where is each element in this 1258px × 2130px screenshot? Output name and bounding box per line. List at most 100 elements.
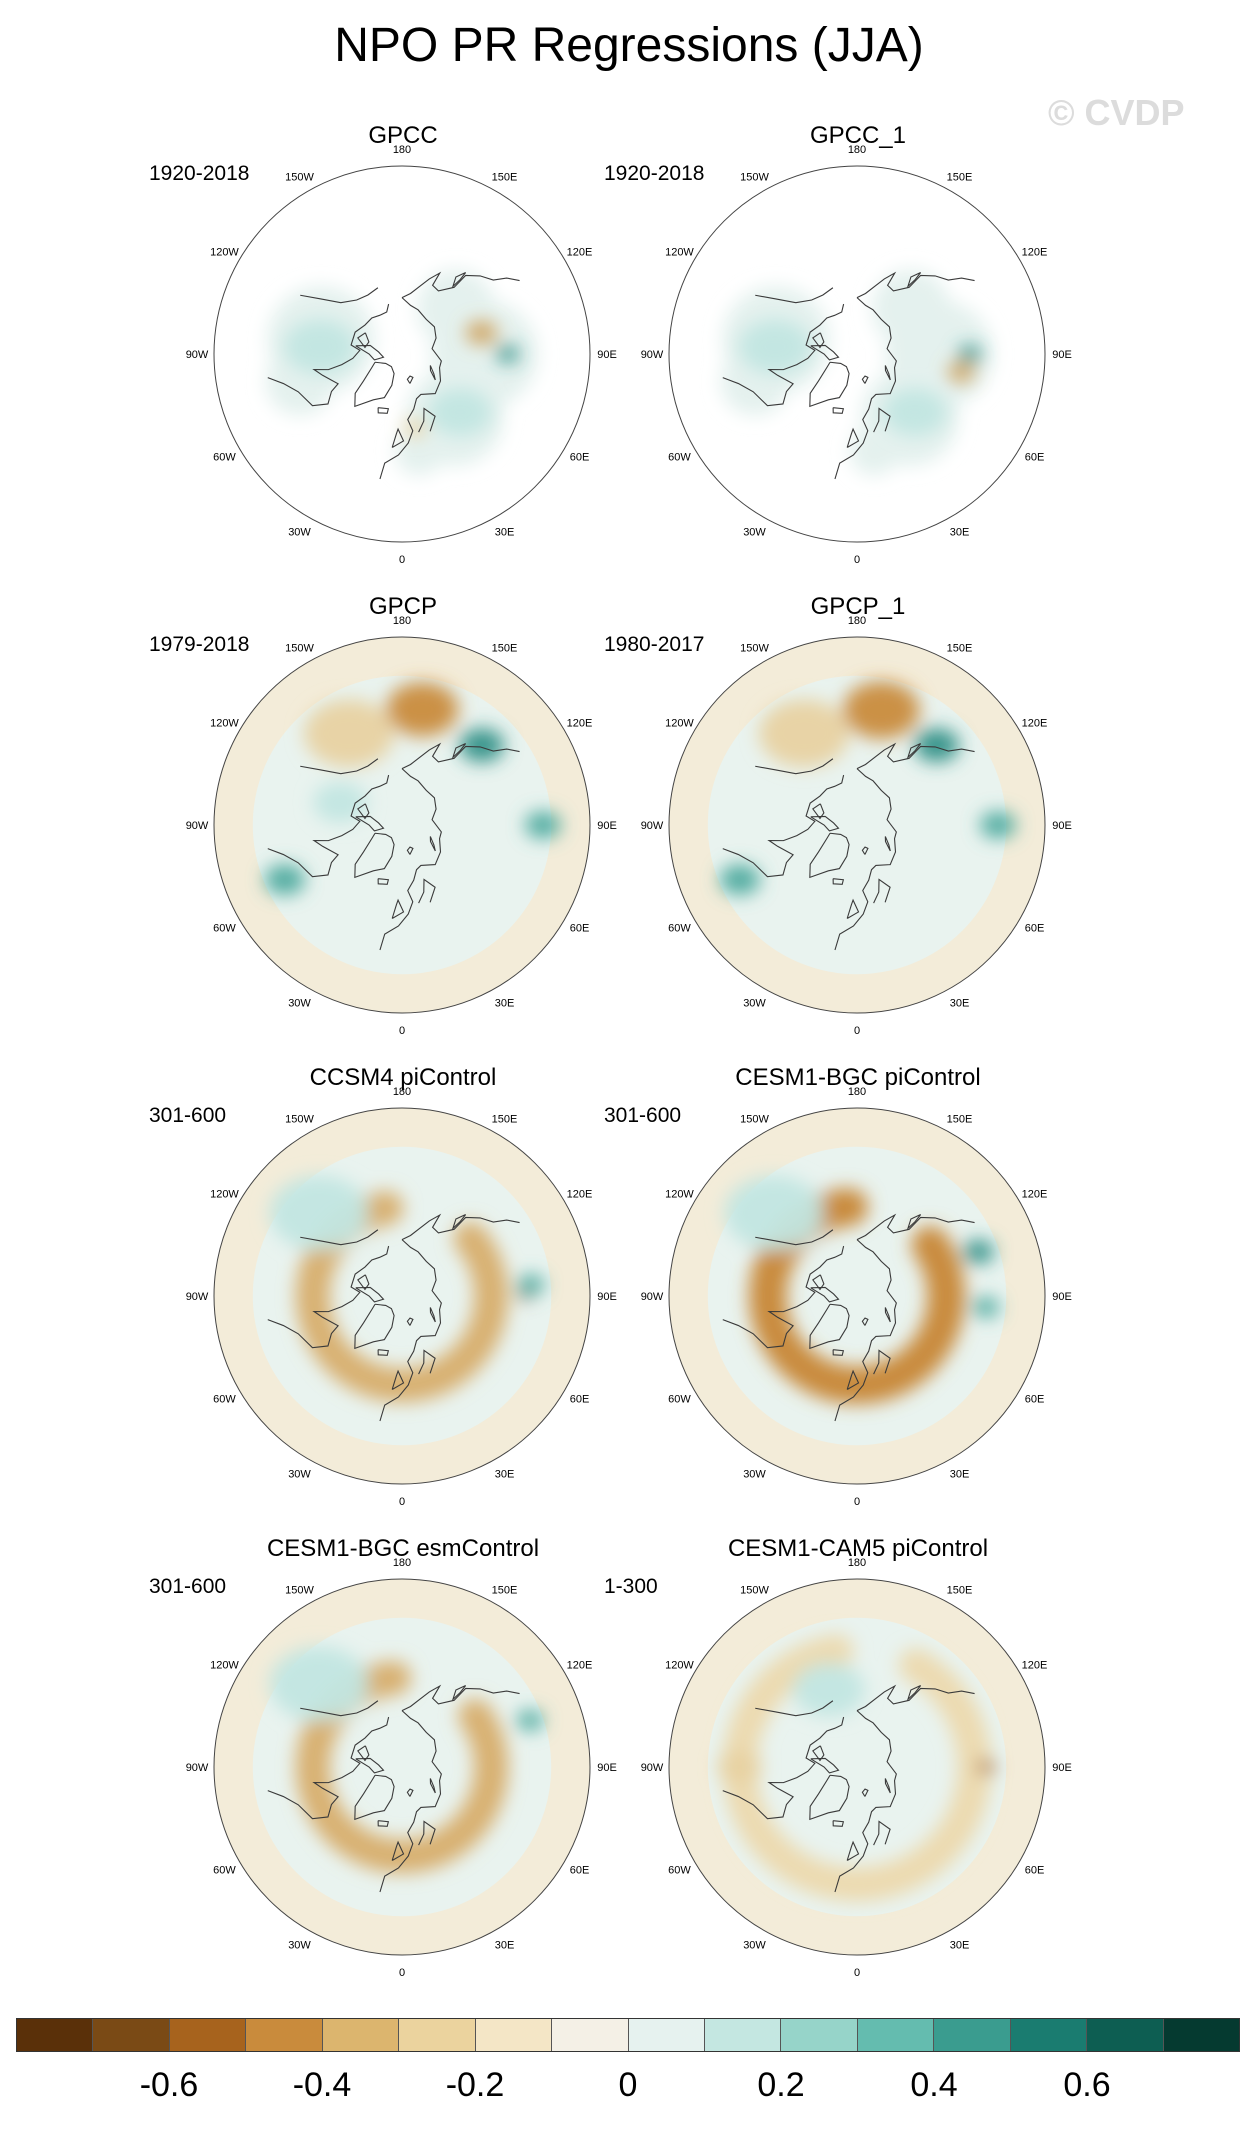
map-disc xyxy=(214,166,590,542)
coastline xyxy=(809,832,850,879)
coastline xyxy=(832,1820,845,1827)
longitude-label: 180 xyxy=(848,1086,866,1098)
longitude-label: 120W xyxy=(210,1660,239,1672)
longitude-label: 30E xyxy=(495,998,515,1010)
longitude-label: 120W xyxy=(210,247,239,259)
longitude-label: 180 xyxy=(848,144,866,156)
coastline xyxy=(267,1245,390,1349)
colorbar-label: 0.6 xyxy=(1063,2066,1111,2104)
longitude-label: 60E xyxy=(1025,1865,1045,1877)
anomaly-blob xyxy=(524,811,562,839)
coastline xyxy=(884,365,891,381)
coastline xyxy=(300,287,379,304)
coastline xyxy=(357,803,370,820)
longitude-label: 150W xyxy=(285,642,314,654)
anomaly-blob xyxy=(977,1760,996,1774)
panel-period: 1980-2017 xyxy=(604,633,705,656)
longitude-label: 60E xyxy=(1025,1394,1045,1406)
colorbar-swatch xyxy=(781,2019,858,2051)
coastline xyxy=(873,1820,891,1846)
longitude-label: 90E xyxy=(597,820,617,832)
anomaly-blob xyxy=(496,345,520,363)
field-ring xyxy=(214,1579,590,1955)
anomaly-blob xyxy=(979,811,1017,839)
longitude-label: 90W xyxy=(641,1291,664,1303)
longitude-label: 60E xyxy=(570,923,590,935)
coastline xyxy=(755,1700,834,1717)
anomaly-blob xyxy=(716,1750,763,1784)
coastline xyxy=(861,1788,869,1797)
longitude-label: 30E xyxy=(495,527,515,539)
colorbar-swatch xyxy=(628,2019,705,2051)
longitude-label: 90E xyxy=(1052,1291,1072,1303)
coastline xyxy=(810,344,840,361)
coastline xyxy=(873,407,891,433)
coastline xyxy=(812,1745,825,1762)
coastline xyxy=(810,815,840,832)
polar-map: 180 150E 120E 90E 60E 30E 0 30W 60W 90W 120W 150W xyxy=(641,144,1072,566)
longitude-label: 60E xyxy=(570,1865,590,1877)
coastline xyxy=(401,742,520,770)
panel-period: 301-600 xyxy=(149,1104,227,1127)
coastline xyxy=(856,271,975,299)
longitude-label: 120E xyxy=(1022,1189,1048,1201)
watermark: © CVDP xyxy=(1048,92,1185,133)
anomaly-blob xyxy=(738,319,812,374)
longitude-label: 180 xyxy=(848,615,866,627)
longitude-label: 120E xyxy=(567,1660,593,1672)
coastline xyxy=(846,427,860,448)
longitude-label: 150E xyxy=(947,1584,973,1596)
coastline xyxy=(873,1349,891,1375)
coastline xyxy=(884,1307,891,1323)
anomaly-blob xyxy=(958,345,982,363)
panel-title: CESM1-BGC piControl xyxy=(735,1064,981,1091)
coastline xyxy=(846,1840,860,1861)
polar-map: 180 150E 120E 90E 60E 30E 0 30W 60W 90W 120W 150W xyxy=(186,615,617,1037)
coastline xyxy=(357,1745,370,1762)
coastline xyxy=(377,878,390,885)
coastline xyxy=(755,758,834,775)
anomaly-blob xyxy=(459,728,505,763)
longitude-label: 60W xyxy=(668,1865,691,1877)
longitude-label: 60W xyxy=(213,452,236,464)
polar-map: 180 150E 120E 90E 60E 30E 0 30W 60W 90W 120W 150W xyxy=(186,1086,617,1508)
longitude-label: 30E xyxy=(495,1469,515,1481)
longitude-label: 150E xyxy=(492,642,518,654)
longitude-label: 30E xyxy=(495,1940,515,1952)
coastline xyxy=(812,1274,825,1291)
coastline xyxy=(377,1349,390,1356)
longitude-label: 60W xyxy=(213,1394,236,1406)
map-panel-cesm1-bgc-picontrol: 180 150E 120E 90E 60E 30E 0 30W 60W 90W 120W 150W C… xyxy=(598,1064,1118,1534)
coastline xyxy=(355,815,385,832)
colorbar-label: -0.4 xyxy=(292,2066,352,2104)
colorbar-label: -0.2 xyxy=(445,2066,505,2104)
longitude-label: 150E xyxy=(492,171,518,183)
longitude-label: 90W xyxy=(186,349,209,361)
longitude-label: 60W xyxy=(668,452,691,464)
coastline xyxy=(355,1286,385,1303)
longitude-label: 180 xyxy=(393,1086,411,1098)
coastline xyxy=(354,1303,395,1350)
longitude-label: 150W xyxy=(740,1584,769,1596)
anomaly-blob xyxy=(843,681,920,739)
coastline xyxy=(406,1317,414,1326)
field-ring xyxy=(214,637,590,1013)
panel-period: 1920-2018 xyxy=(604,162,705,185)
anomaly-blob xyxy=(428,388,492,436)
coastline xyxy=(809,1303,850,1350)
longitude-label: 60W xyxy=(213,1865,236,1877)
coastline xyxy=(861,1317,869,1326)
longitude-label: 120E xyxy=(1022,718,1048,730)
longitude-label: 90E xyxy=(1052,349,1072,361)
coastline xyxy=(406,1788,414,1797)
colorbar-swatch xyxy=(93,2019,170,2051)
coastline xyxy=(832,1349,845,1356)
longitude-label: 30W xyxy=(743,1940,766,1952)
coastline xyxy=(379,768,442,951)
map-boundary xyxy=(668,165,1046,543)
anomaly-blob xyxy=(972,1297,1000,1318)
colorbar-swatch xyxy=(857,2019,935,2051)
longitude-label: 150E xyxy=(492,1113,518,1125)
map-boundary xyxy=(213,165,591,543)
colorbar-swatch xyxy=(1010,2019,1088,2051)
